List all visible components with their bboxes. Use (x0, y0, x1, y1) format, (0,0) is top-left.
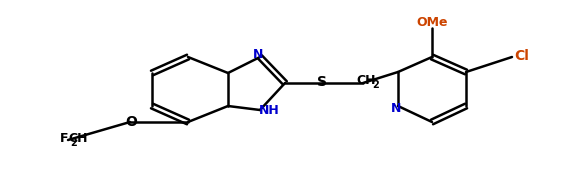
Text: S: S (317, 75, 327, 89)
Text: CH: CH (68, 132, 88, 146)
Text: N: N (253, 49, 263, 61)
Text: O: O (125, 115, 137, 129)
Text: F: F (60, 132, 68, 146)
Text: CH: CH (356, 74, 376, 88)
Text: Cl: Cl (515, 49, 529, 63)
Text: N: N (391, 101, 401, 115)
Text: 2: 2 (70, 138, 77, 148)
Text: OMe: OMe (417, 16, 448, 29)
Text: 2: 2 (373, 80, 380, 90)
Text: NH: NH (259, 104, 280, 116)
